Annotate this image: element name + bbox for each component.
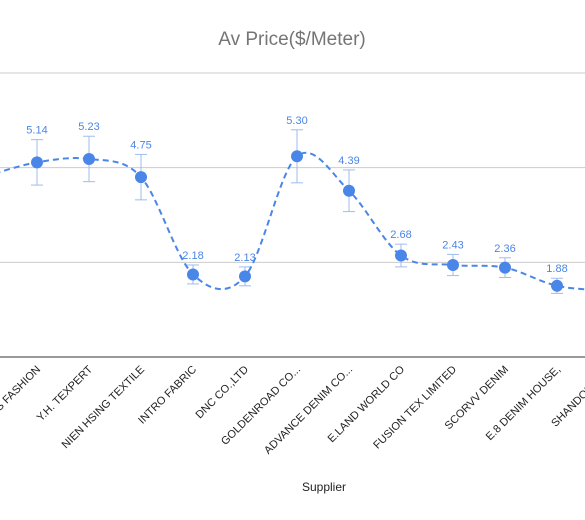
data-label-8: 2.43 [442, 239, 463, 251]
data-label-7: 2.68 [390, 229, 411, 241]
data-point-10 [551, 279, 563, 292]
data-label-5: 5.30 [286, 115, 307, 127]
gridlines [0, 72, 585, 263]
data-label-2: 4.75 [130, 139, 151, 151]
data-point-6 [343, 184, 355, 197]
error-bars [31, 129, 563, 294]
data-point-0 [31, 156, 43, 169]
chart-title: Av Price($/Meter) [218, 29, 365, 50]
data-point-9 [499, 261, 511, 274]
data-label-1: 5.23 [78, 121, 99, 133]
category-label-4: DNC CO.,LTD [194, 364, 252, 422]
data-label-4: 2.13 [234, 252, 255, 264]
x-axis-title: Supplier [302, 480, 346, 494]
data-label-6: 4.39 [338, 155, 359, 167]
data-point-1 [83, 152, 95, 165]
data-point-5 [291, 150, 303, 163]
data-label-0: 5.14 [26, 125, 47, 137]
data-label-9: 2.36 [494, 243, 515, 255]
data-point-4 [239, 270, 251, 283]
data-point-2 [135, 171, 147, 184]
data-point-3 [187, 268, 199, 281]
data-labels: 5.14 5.23 4.75 2.18 2.13 5.30 4.39 2.68 2.43 2.36… [26, 115, 567, 275]
data-label-3: 2.18 [182, 250, 203, 262]
data-points [31, 150, 563, 292]
data-point-7 [395, 249, 407, 262]
data-label-10: 1.88 [546, 263, 567, 275]
data-point-8 [447, 258, 459, 271]
category-label-6: ADVANCE DENIM CO... [262, 364, 355, 457]
series-line [0, 151, 585, 291]
